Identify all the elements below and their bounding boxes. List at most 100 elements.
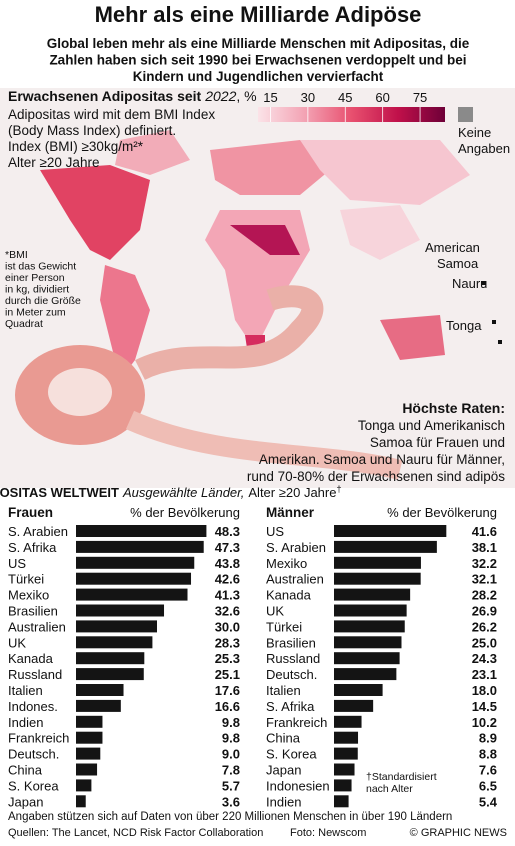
value-label: 16.6 — [215, 699, 240, 714]
category-label: Japan — [266, 763, 301, 778]
value-label: 41.6 — [472, 524, 497, 539]
category-label: S. Arabien — [8, 524, 68, 539]
category-label: Türkei — [8, 572, 44, 587]
value-label: 9.8 — [222, 731, 240, 746]
bar — [334, 588, 411, 601]
bar — [334, 763, 355, 776]
value-label: 28.3 — [215, 635, 240, 650]
map-legend-year: 2022 — [204, 88, 236, 104]
bar — [334, 540, 437, 553]
value-label: 41.3 — [215, 588, 240, 603]
category-label: Australien — [266, 572, 324, 587]
category-label: Indien — [266, 794, 301, 809]
map-texts: Adipositas wird mit dem BMI Index(Body M… — [5, 107, 505, 484]
bar — [334, 715, 362, 728]
bar — [76, 652, 145, 665]
category-label: Mexiko — [266, 556, 307, 571]
category-label: Deutsch. — [8, 747, 59, 762]
bar — [76, 604, 165, 617]
bar — [76, 763, 98, 776]
category-label: Brasilien — [266, 635, 316, 650]
bar — [76, 620, 157, 633]
chart-title: Frauen — [8, 505, 53, 520]
marker — [498, 340, 502, 344]
bar — [334, 556, 421, 569]
category-label: UK — [266, 604, 284, 619]
category-label: Indonesien — [266, 778, 330, 793]
legend-tick-label: 30 — [301, 90, 315, 105]
value-label: 32.2 — [472, 556, 497, 571]
subtitle: Global leben mehr als eine Milliarde Men… — [47, 36, 470, 84]
legend-tick-label: 15 — [263, 90, 277, 105]
value-label: 8.9 — [479, 731, 497, 746]
value-label: 17.6 — [215, 683, 240, 698]
category-label: Italien — [266, 683, 301, 698]
bar — [76, 572, 192, 585]
map-legend-title-text: Erwachsenen Adipositas seit — [8, 88, 202, 104]
bar — [334, 731, 359, 744]
bar — [334, 620, 405, 633]
bar — [334, 604, 407, 617]
marker — [482, 281, 486, 285]
category-label: UK — [8, 635, 26, 650]
bmi-note-line: einer Person — [5, 272, 65, 284]
value-label: 25.1 — [215, 667, 240, 682]
subtitle-line: Global leben mehr als eine Milliarde Men… — [47, 36, 470, 51]
value-label: 18.0 — [472, 683, 497, 698]
value-label: 6.5 — [479, 778, 497, 793]
bar — [334, 668, 397, 681]
value-label: 26.9 — [472, 604, 497, 619]
category-label: US — [8, 556, 26, 571]
value-label: 25.0 — [472, 635, 497, 650]
highest-title: Höchste Raten: — [402, 400, 505, 416]
marker — [492, 320, 496, 324]
category-label: Frankreich — [8, 731, 69, 746]
value-label: 5.4 — [479, 794, 498, 809]
bar — [76, 556, 195, 569]
bar — [76, 525, 207, 537]
place-label: Nauru — [452, 276, 487, 291]
value-label: 3.6 — [222, 794, 240, 809]
category-label: Kanada — [266, 588, 312, 603]
map-legend-unit: , % — [236, 88, 256, 104]
bar — [76, 795, 86, 808]
place-label: Tonga — [446, 318, 482, 333]
value-label: 8.8 — [479, 747, 497, 762]
value-label: 26.2 — [472, 619, 497, 634]
category-label: China — [8, 763, 43, 778]
section-mark: † — [336, 484, 341, 494]
place-label: Samoa — [437, 256, 479, 271]
bmi-note-line: ist das Gewicht — [5, 261, 76, 273]
value-label: 30.0 — [215, 619, 240, 634]
bar — [76, 699, 121, 712]
footer-sources: Quellen: The Lancet, NCD Risk Factor Col… — [8, 827, 263, 839]
category-label: Indien — [8, 715, 43, 730]
bmi-note-line: *BMI — [5, 249, 28, 261]
bmi-note-line: durch die Größe — [5, 295, 81, 307]
value-label: 5.7 — [222, 778, 240, 793]
bmi-note-line: in kg, dividiert — [5, 284, 69, 296]
bar — [76, 779, 92, 792]
charts: Frauen % der Bevölkerung S. Arabien 48.3 S. … — [8, 505, 498, 809]
value-label: 9.0 — [222, 747, 240, 762]
no-data-swatch — [458, 107, 473, 122]
definition-line: Alter ≥20 Jahre — [8, 155, 99, 170]
bar — [334, 636, 402, 649]
value-label: 14.5 — [472, 699, 497, 714]
bar — [76, 668, 144, 681]
bar — [334, 684, 383, 696]
title: Mehr als eine Milliarde Adipöse — [95, 2, 422, 27]
category-label: S. Arabien — [266, 540, 326, 555]
category-label: Frankreich — [266, 715, 327, 730]
value-label: 9.8 — [222, 715, 240, 730]
bar — [334, 572, 421, 585]
definition-line: Index (BMI) ≥30kg/m²* — [8, 139, 144, 154]
footer-photo: Foto: Newscom — [290, 827, 366, 839]
value-label: 25.3 — [215, 651, 240, 666]
bar — [334, 652, 400, 665]
value-label: 28.2 — [472, 588, 497, 603]
bar — [76, 747, 101, 760]
bar — [334, 699, 374, 712]
